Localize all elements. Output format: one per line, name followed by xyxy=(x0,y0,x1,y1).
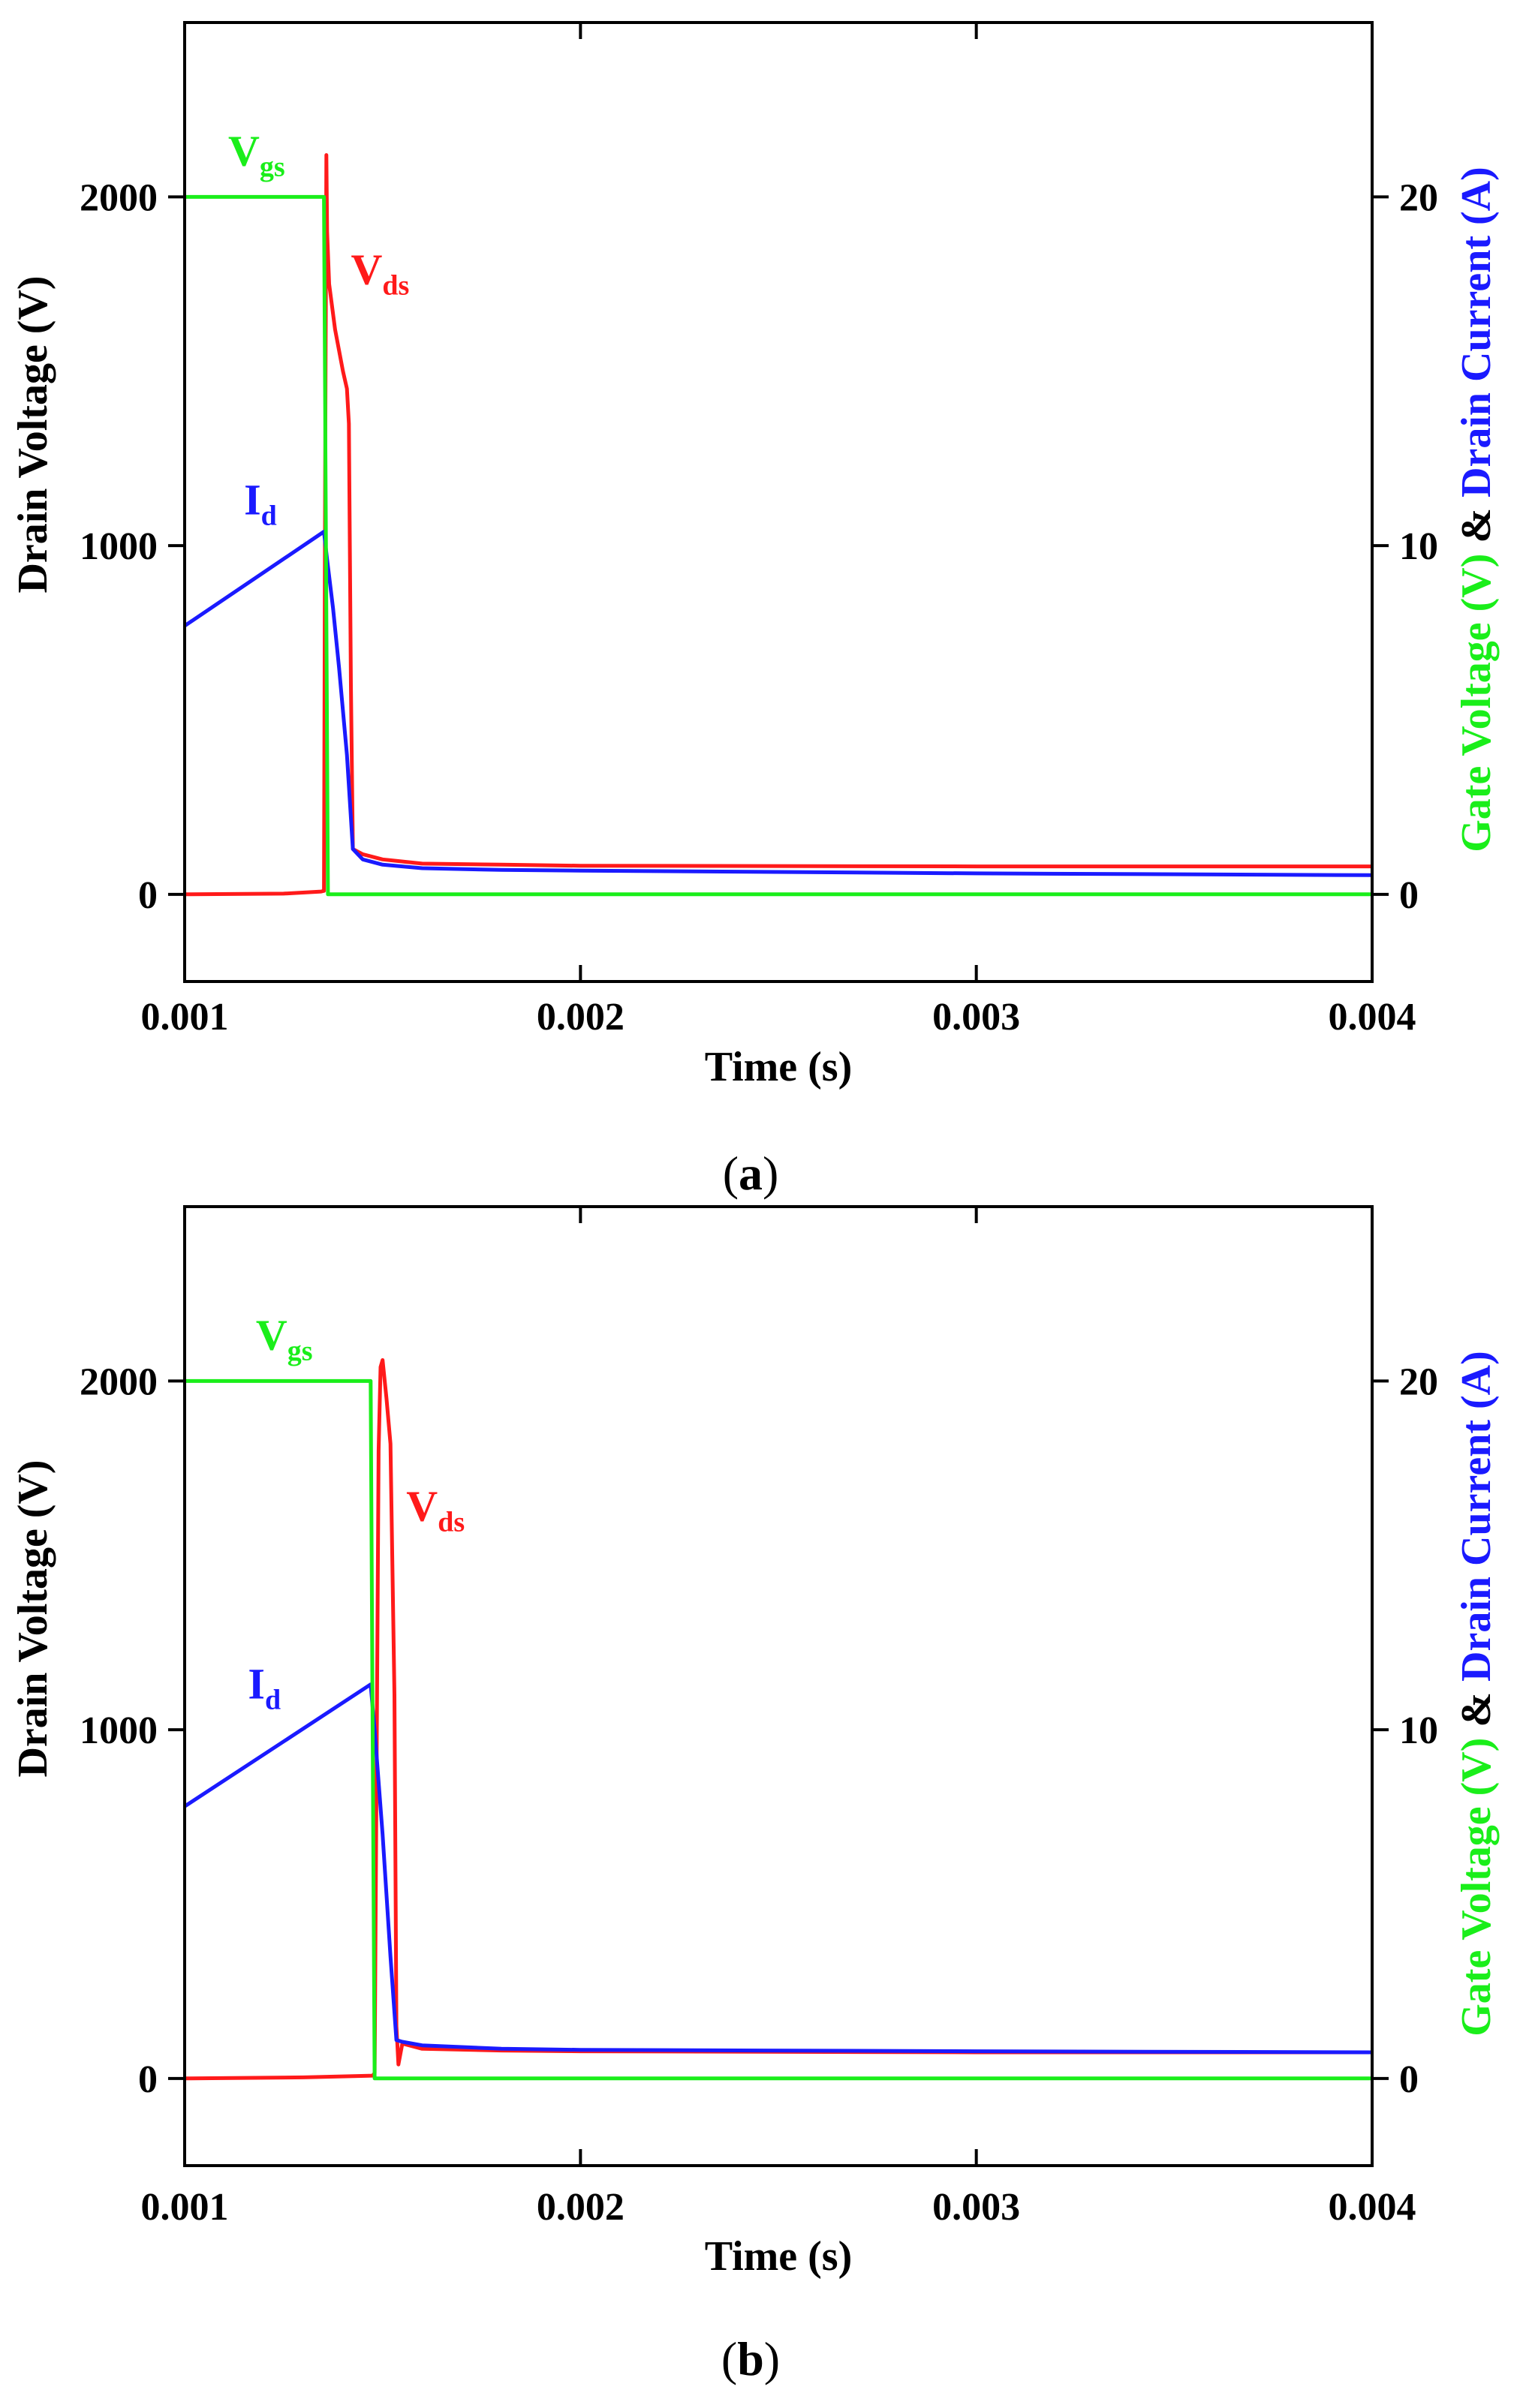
x-tick-label: 0.001 xyxy=(141,2186,229,2229)
series-line-vgs xyxy=(185,1378,1372,2081)
y-right-title-drain: Drain Current (A) xyxy=(1453,167,1500,498)
y-right-title-drain: Drain Current (A) xyxy=(1453,1351,1500,1682)
series-label-main: V xyxy=(256,1311,287,1360)
y-right-tick-label: 0 xyxy=(1399,2058,1419,2101)
series-label-id: Id xyxy=(248,1659,281,1715)
series-label-sub: gs xyxy=(260,152,285,183)
y-left-tick-label: 2000 xyxy=(80,176,158,219)
x-tick-label: 0.003 xyxy=(932,996,1020,1039)
series-label-main: V xyxy=(351,245,382,294)
y-left-tick-label: 2000 xyxy=(80,1360,158,1403)
x-tick-label: 0.003 xyxy=(932,2186,1020,2229)
y-left-tick-label: 1000 xyxy=(80,1709,158,1752)
y-right-axis-title: Gate Voltage (V) & Drain Current (A) xyxy=(1453,1351,1500,2036)
panel-caption: (a) xyxy=(723,1147,779,1200)
y-right-tick-label: 20 xyxy=(1399,176,1438,219)
caption-letter: b xyxy=(737,2332,764,2385)
panel-caption: (b) xyxy=(721,2332,780,2385)
series-line-vds xyxy=(185,153,1372,897)
y-right-title-gate: Gate Voltage (V) xyxy=(1453,1738,1500,2037)
series-label-sub: d xyxy=(261,500,277,531)
series-label-vgs: Vgs xyxy=(256,1311,313,1367)
y-left-axis-title: Drain Voltage (V) xyxy=(10,1460,56,1777)
y-right-tick-label: 20 xyxy=(1399,1360,1438,1403)
x-tick-label: 0.002 xyxy=(537,996,625,1039)
y-right-title-amp: & xyxy=(1453,498,1500,554)
y-right-axis-title: Gate Voltage (V) & Drain Current (A) xyxy=(1453,167,1500,852)
series-label-sub: ds xyxy=(438,1506,465,1538)
series-line-id xyxy=(185,1682,1372,2055)
plot-frame xyxy=(183,1205,1374,2167)
caption-close: ) xyxy=(763,1147,778,1200)
y-right-title-gate: Gate Voltage (V) xyxy=(1453,554,1500,852)
series-label-vgs: Vgs xyxy=(228,127,285,183)
caption-close: ) xyxy=(764,2332,780,2385)
y-left-axis-title: Drain Voltage (V) xyxy=(10,275,56,593)
series-label-id: Id xyxy=(244,475,277,531)
series-label-main: V xyxy=(406,1481,438,1530)
series-label-vds: Vds xyxy=(351,245,409,302)
series-line-vgs xyxy=(185,194,1372,897)
y-right-tick-label: 10 xyxy=(1399,1709,1438,1752)
series-label-main: I xyxy=(244,475,261,524)
y-left-tick-label: 1000 xyxy=(80,525,158,568)
series-label-vds: Vds xyxy=(406,1481,465,1538)
y-left-tick-label: 0 xyxy=(138,874,158,917)
series-line-id xyxy=(185,530,1372,877)
y-left-tick-label: 0 xyxy=(138,2058,158,2101)
caption-letter: a xyxy=(739,1147,763,1200)
y-right-tick-label: 10 xyxy=(1399,525,1438,568)
y-right-tick-label: 0 xyxy=(1399,874,1419,917)
y-right-title-amp: & xyxy=(1453,1682,1500,1738)
series-line-vds xyxy=(185,1358,1372,2081)
caption-open: ( xyxy=(721,2332,737,2385)
series-label-sub: d xyxy=(265,1684,281,1715)
series-label-main: I xyxy=(248,1659,265,1708)
x-tick-label: 0.004 xyxy=(1329,2186,1416,2229)
x-tick-label: 0.001 xyxy=(141,996,229,1039)
x-axis-title: Time (s) xyxy=(705,2233,853,2280)
series-label-main: V xyxy=(228,127,260,176)
series-label-sub: ds xyxy=(382,270,409,302)
x-axis-title: Time (s) xyxy=(705,1044,853,1090)
series-label-sub: gs xyxy=(287,1336,313,1367)
x-tick-label: 0.004 xyxy=(1329,996,1416,1039)
caption-open: ( xyxy=(723,1147,739,1200)
x-tick-label: 0.002 xyxy=(537,2186,625,2229)
plot-frame xyxy=(183,21,1374,983)
